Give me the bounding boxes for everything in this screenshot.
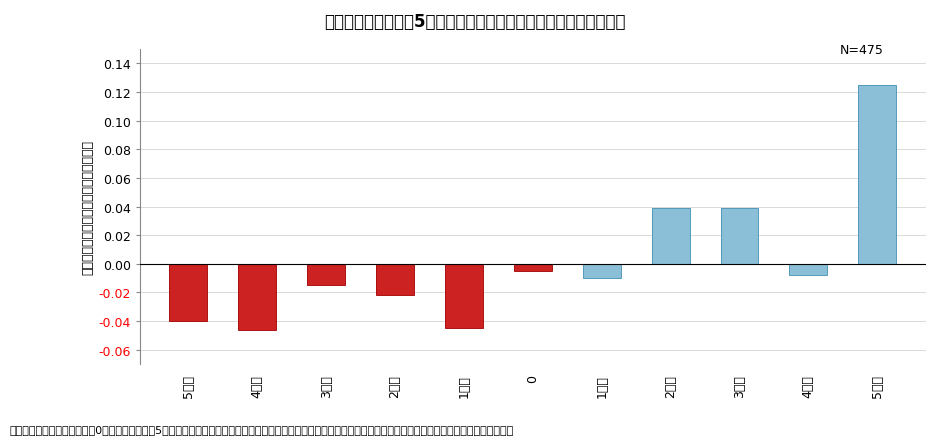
Bar bbox=[169, 264, 207, 321]
Bar bbox=[445, 264, 483, 328]
Bar bbox=[238, 264, 276, 330]
Bar bbox=[582, 264, 620, 279]
Bar bbox=[789, 264, 827, 276]
Bar bbox=[859, 86, 896, 264]
Bar bbox=[859, 86, 896, 264]
Bar bbox=[238, 264, 276, 330]
Bar bbox=[652, 208, 690, 264]
Bar bbox=[789, 264, 827, 276]
Bar bbox=[307, 264, 345, 286]
Bar bbox=[720, 208, 758, 264]
Bar bbox=[652, 208, 690, 264]
Bar bbox=[307, 264, 345, 286]
Text: 健康経営開始前後の5年以内の売上高営業利益率の業種相対スコア: 健康経営開始前後の5年以内の売上高営業利益率の業種相対スコア bbox=[324, 13, 626, 31]
Bar bbox=[307, 264, 345, 286]
Bar bbox=[376, 264, 414, 296]
Y-axis label: 売上高営業利益率の業種相対スコア平均: 売上高営業利益率の業種相対スコア平均 bbox=[82, 140, 94, 274]
Bar bbox=[720, 208, 758, 264]
Bar bbox=[582, 264, 620, 279]
Bar bbox=[445, 264, 483, 328]
Text: N=475: N=475 bbox=[840, 44, 884, 57]
Bar bbox=[582, 264, 620, 279]
Bar bbox=[789, 264, 827, 276]
Bar bbox=[445, 264, 483, 328]
Bar bbox=[652, 208, 690, 264]
Bar bbox=[514, 264, 552, 271]
Bar bbox=[238, 264, 276, 330]
Bar bbox=[376, 264, 414, 296]
Bar bbox=[859, 86, 896, 264]
Bar bbox=[514, 264, 552, 271]
Bar bbox=[169, 264, 207, 321]
Bar bbox=[720, 208, 758, 264]
Bar bbox=[169, 264, 207, 321]
Bar bbox=[376, 264, 414, 296]
Bar bbox=[514, 264, 552, 271]
Text: 注：健康経営を始めた時点を0とした前後の最長5年以内の売上高営業利益率の業種平均スコアの平均値、５年前より後に健康経営を始めた場合はサンプルは無いとする: 注：健康経営を始めた時点を0とした前後の最長5年以内の売上高営業利益率の業種平均… bbox=[10, 424, 514, 434]
